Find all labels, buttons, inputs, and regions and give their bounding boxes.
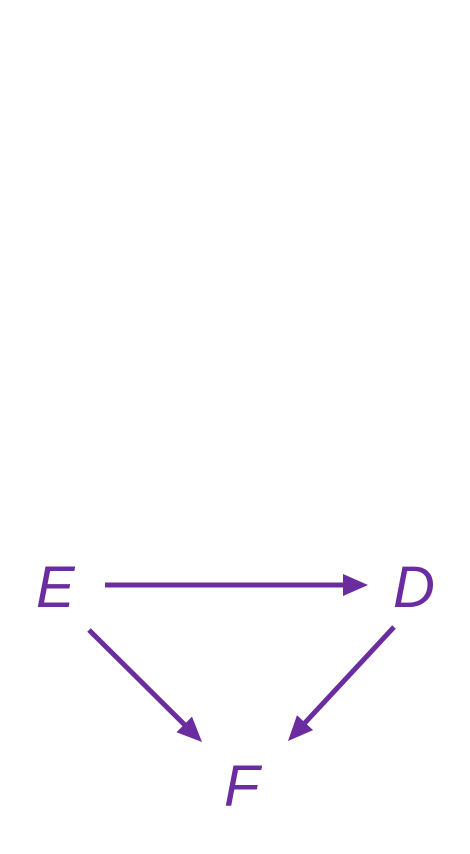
node-e-label: E (36, 555, 76, 620)
edge-d-to-f (288, 625, 396, 741)
arrowhead-icon (288, 715, 314, 741)
edges-layer (87, 574, 396, 742)
arrowhead-icon (343, 574, 368, 596)
node-f-label: F (224, 754, 263, 819)
arrowhead-icon (176, 716, 202, 742)
edge-e-to-d (105, 574, 368, 596)
node-d-label: D (393, 555, 435, 620)
edge-e-to-f (87, 628, 202, 742)
arrow-shaft (87, 628, 188, 728)
arrow-shaft (301, 625, 396, 726)
